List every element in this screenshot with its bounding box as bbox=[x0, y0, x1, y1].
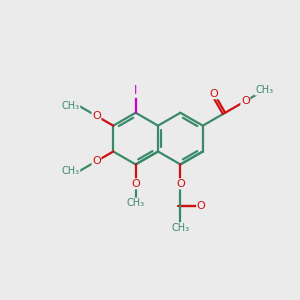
Text: O: O bbox=[92, 156, 101, 166]
Text: CH₃: CH₃ bbox=[255, 85, 273, 95]
Text: CH₃: CH₃ bbox=[171, 223, 190, 233]
Text: CH₃: CH₃ bbox=[61, 166, 80, 176]
Text: O: O bbox=[197, 201, 206, 211]
Text: O: O bbox=[176, 179, 185, 189]
Text: O: O bbox=[131, 179, 140, 189]
Text: O: O bbox=[92, 111, 101, 121]
Text: O: O bbox=[210, 89, 219, 99]
Text: CH₃: CH₃ bbox=[61, 101, 80, 111]
Text: CH₃: CH₃ bbox=[127, 198, 145, 208]
Text: I: I bbox=[134, 84, 137, 97]
Text: O: O bbox=[241, 96, 250, 106]
